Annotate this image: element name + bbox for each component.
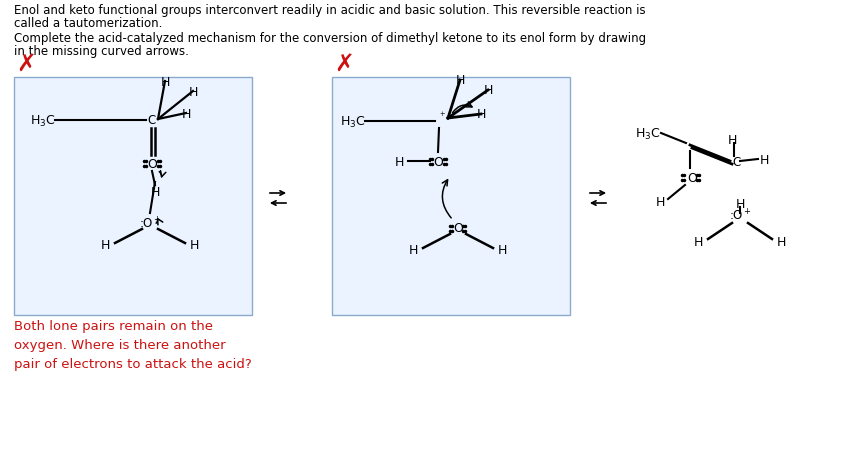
Text: H: H	[190, 239, 199, 252]
Text: H: H	[409, 244, 418, 257]
Text: H: H	[727, 133, 737, 146]
Text: H: H	[476, 108, 486, 121]
Text: H: H	[395, 155, 404, 168]
Text: H$_3$C: H$_3$C	[30, 113, 55, 128]
Text: H: H	[777, 236, 786, 249]
Text: Both lone pairs remain on the
oxygen. Where is there another
pair of electrons t: Both lone pairs remain on the oxygen. Wh…	[14, 319, 252, 370]
Text: H: H	[483, 84, 493, 97]
Bar	[332, 78, 570, 315]
Text: Complete the acid-catalyzed mechanism for the conversion of dimethyl ketone to i: Complete the acid-catalyzed mechanism fo…	[14, 32, 646, 45]
Text: in the missing curved arrows.: in the missing curved arrows.	[14, 45, 189, 58]
Text: H: H	[735, 197, 745, 210]
Text: H: H	[456, 75, 465, 88]
Text: called a tautomerization.: called a tautomerization.	[14, 17, 163, 30]
Bar	[14, 78, 252, 315]
Text: H$_3$C: H$_3$C	[340, 114, 365, 129]
Text: H: H	[188, 85, 197, 98]
Text: H: H	[694, 236, 703, 249]
Text: H: H	[181, 107, 191, 120]
Text: ✗: ✗	[16, 52, 36, 76]
Text: H: H	[498, 244, 507, 257]
Text: O: O	[433, 155, 443, 168]
Text: H: H	[151, 186, 159, 199]
Text: H: H	[160, 75, 170, 88]
Text: H$_3$C: H$_3$C	[635, 126, 661, 141]
Text: H: H	[760, 153, 769, 166]
Text: $^+$: $^+$	[438, 111, 446, 121]
Text: Enol and keto functional groups interconvert readily in acidic and basic solutio: Enol and keto functional groups intercon…	[14, 4, 646, 17]
Text: O: O	[147, 157, 157, 170]
Text: C: C	[148, 113, 156, 126]
Text: H: H	[100, 239, 110, 252]
Text: :O$^+$: :O$^+$	[728, 208, 752, 223]
Text: H: H	[656, 196, 665, 209]
Text: O: O	[453, 222, 463, 235]
Text: :O$^+$: :O$^+$	[139, 216, 161, 231]
Text: O: O	[687, 171, 697, 184]
Text: ✗: ✗	[334, 52, 353, 76]
Text: C: C	[732, 155, 740, 168]
